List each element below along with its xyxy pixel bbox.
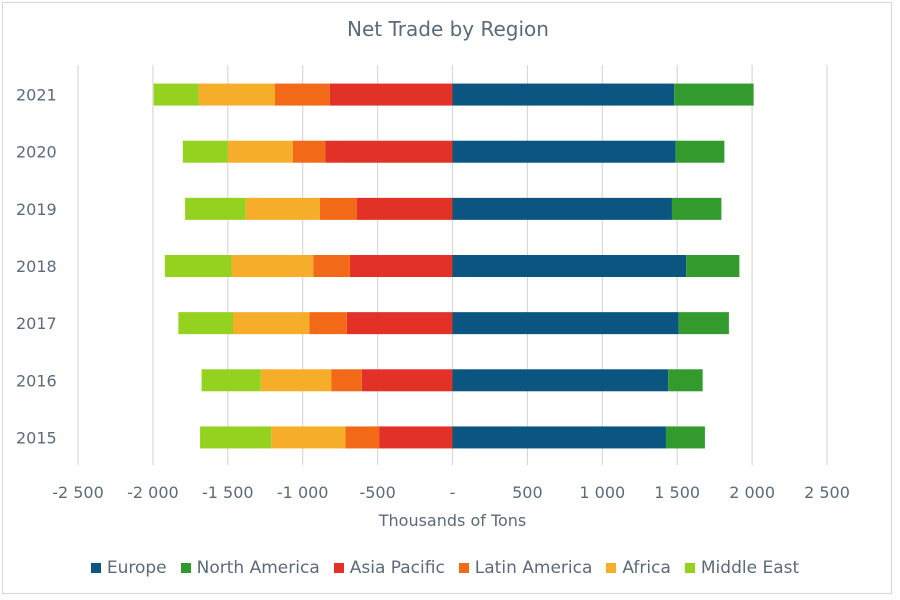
bar-north-america-2017 [678,312,729,335]
bar-africa-2021 [198,83,275,106]
x-axis-title: Thousands of Tons [378,511,527,530]
bar-north-america-2018 [686,255,740,277]
bar-asia-pacific-2021 [329,83,453,106]
bar-north-america-2021 [674,83,754,106]
bar-north-america-2019 [671,197,722,220]
bar-europe-2020 [452,140,676,163]
y-tick-label-2015: 2015 [16,428,57,447]
legend-swatch [606,563,617,573]
bar-asia-pacific-2020 [325,140,453,163]
bar-africa-2016 [260,369,332,392]
y-tick-label-2016: 2016 [16,371,57,390]
bar-middle-east-2017 [178,312,234,335]
y-tick-label-2021: 2021 [16,86,57,105]
legend-item-europe: Europe [90,558,167,578]
legend-swatch [458,563,469,573]
bar-north-america-2016 [668,369,703,392]
y-tick-label-2019: 2019 [16,200,57,219]
x-tick-label-6: 500 [512,483,543,502]
legend-item-asia-pacific: Asia Pacific [333,558,445,578]
bar-middle-east-2021 [153,83,199,106]
legend-swatch [180,563,191,573]
bar-middle-east-2019 [185,197,246,220]
bar-africa-2017 [233,312,310,335]
bar-asia-pacific-2015 [379,426,453,449]
legend-swatch [90,563,101,573]
legend-item-africa: Africa [606,558,671,578]
x-tick-label-2: -1 500 [202,483,254,502]
y-tick-label-2020: 2020 [16,143,57,162]
x-tick-label-0: -2 500 [52,483,104,502]
bar-asia-pacific-2016 [361,369,453,392]
legend-swatch [333,563,344,573]
bar-europe-2018 [452,255,687,277]
bar-africa-2019 [245,197,320,220]
bar-asia-pacific-2019 [356,197,453,220]
y-tick-label-2017: 2017 [16,314,57,333]
bar-middle-east-2018 [164,255,232,277]
legend-label: Middle East [700,558,800,578]
bar-latin-america-2017 [309,312,347,335]
bar-europe-2019 [452,197,672,220]
legend-item-middle-east: Middle East [684,558,800,578]
x-tick-label-9: 2 000 [729,483,775,502]
bar-europe-2015 [452,426,666,449]
bar-africa-2020 [227,140,293,163]
bar-europe-2021 [452,83,675,106]
chart-legend: Europe North America Asia Pacific Latin Ame… [0,558,890,578]
bar-latin-america-2016 [331,369,362,392]
x-tick-label-5: - [450,483,456,502]
legend-label: Europe [106,558,167,578]
bar-europe-2017 [452,312,679,335]
chart-title: Net Trade by Region [347,17,549,41]
bar-latin-america-2018 [313,255,350,277]
legend-label: Asia Pacific [349,558,445,578]
bar-latin-america-2019 [319,197,357,220]
bar-north-america-2015 [665,426,705,449]
legend-item-latin-america: Latin America [458,558,593,578]
legend-label: Africa [622,558,671,578]
legend-label: Latin America [474,558,593,578]
bar-asia-pacific-2018 [349,255,453,277]
legend-label: North America [196,558,320,578]
bar-africa-2015 [271,426,346,449]
legend-swatch [684,563,695,573]
legend-item-north-america: North America [180,558,320,578]
bar-latin-america-2020 [292,140,326,163]
bar-latin-america-2021 [274,83,330,106]
x-tick-label-4: -500 [359,483,395,502]
x-tick-label-7: 1 000 [579,483,625,502]
bar-asia-pacific-2017 [346,312,453,335]
bar-latin-america-2015 [345,426,380,449]
bar-middle-east-2020 [182,140,228,163]
bar-europe-2016 [452,369,669,392]
x-tick-label-8: 1 500 [654,483,700,502]
bar-north-america-2020 [675,140,725,163]
x-tick-label-1: -2 000 [127,483,179,502]
y-tick-label-2018: 2018 [16,257,57,276]
bar-africa-2018 [231,255,314,277]
x-tick-label-10: 2 500 [804,483,850,502]
bar-middle-east-2015 [200,426,272,449]
x-tick-label-3: -1 000 [277,483,329,502]
bar-middle-east-2016 [201,369,261,392]
